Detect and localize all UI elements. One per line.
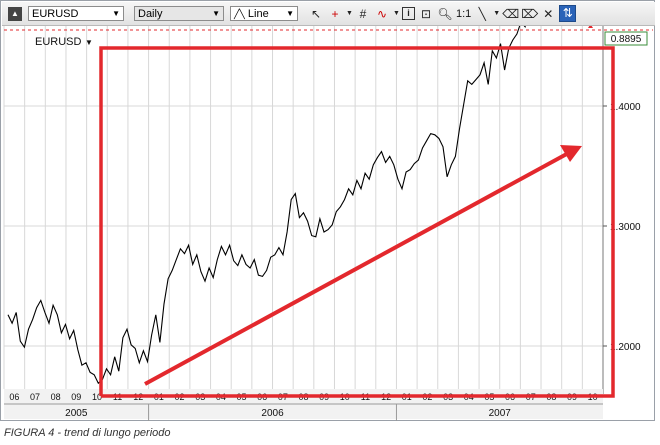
close-chart-icon[interactable]: ✕ xyxy=(543,6,554,21)
line-style-icon: ╱╲ xyxy=(234,8,245,19)
y-tick-label: 1.3000 xyxy=(610,222,641,233)
chevron-down-icon: ▼ xyxy=(286,9,294,18)
symbol-select-value: EURUSD xyxy=(32,7,79,20)
period-select-value: Daily xyxy=(138,7,163,20)
chart-symbol-label: EURUSD xyxy=(35,36,82,48)
y-tick-label: 1.4000 xyxy=(610,102,641,113)
chart-style-select[interactable]: ╱╲ Line ▼ xyxy=(230,6,298,21)
erase-all-icon[interactable]: ⌦ xyxy=(521,6,539,21)
year-label: 2005 xyxy=(65,408,88,419)
chevron-down-icon: ▼ xyxy=(212,9,220,18)
info-icon[interactable]: i xyxy=(402,7,415,20)
zoom-ratio-button[interactable]: 1:1 xyxy=(456,7,472,20)
grid-icon[interactable]: # xyxy=(359,6,367,21)
current-price-badge: 0.8895 xyxy=(611,34,642,45)
y-tick-label: 1.2000 xyxy=(610,342,641,353)
annotation-layer xyxy=(99,46,615,398)
trendline-icon[interactable]: ╲ xyxy=(478,6,486,21)
dropdown-arrow-icon[interactable]: ▼ xyxy=(493,9,501,17)
month-label: 10 xyxy=(92,392,102,402)
toolbar: ▲ EURUSD ▼ Daily ▼ ╱╲ Line ▼ ↖ + ▼ # ∿ ▼… xyxy=(2,2,655,26)
price-series-line xyxy=(7,26,526,385)
auto-scale-icon[interactable]: ⇅ xyxy=(559,5,577,22)
symbol-select[interactable]: EURUSD ▼ xyxy=(28,6,124,21)
trend-arrow-line xyxy=(144,148,575,386)
year-label: 2007 xyxy=(489,408,512,419)
month-label: 06 xyxy=(9,392,19,402)
crosshair-icon[interactable]: + xyxy=(331,6,339,21)
pointer-icon[interactable]: ↖ xyxy=(310,6,322,21)
chart-grid xyxy=(3,26,604,389)
price-chart[interactable]: EURUSD ▼ 1.4000 1.3000 1.2000 0.8895 06 07 0… xyxy=(2,26,655,421)
price-axis: 1.4000 1.3000 1.2000 xyxy=(603,102,641,353)
eraser-icon[interactable]: ⌫ xyxy=(502,6,520,21)
chart-style-label: Line xyxy=(247,7,269,20)
year-label: 2006 xyxy=(261,408,284,419)
indicator-icon[interactable]: ∿ xyxy=(376,6,388,21)
symbol-label-group[interactable]: EURUSD ▼ xyxy=(35,36,93,48)
chevron-down-icon: ▼ xyxy=(85,38,93,47)
month-label: 07 xyxy=(30,392,40,402)
dropdown-arrow-icon[interactable]: ▼ xyxy=(393,9,400,17)
chart-style-select-value: ╱╲ Line xyxy=(234,8,269,20)
chevron-down-icon: ▼ xyxy=(112,9,120,18)
annotation-icon[interactable]: ⊡ xyxy=(420,6,432,21)
annotation-rectangle xyxy=(99,46,615,398)
collapse-up-icon[interactable]: ▲ xyxy=(8,6,22,21)
chart-window: ▲ EURUSD ▼ Daily ▼ ╱╲ Line ▼ ↖ + ▼ # ∿ ▼… xyxy=(0,0,655,421)
trend-arrow-head xyxy=(560,145,582,162)
month-label: 08 xyxy=(51,392,61,402)
price-badge-box xyxy=(604,31,648,46)
dropdown-arrow-icon[interactable]: ▼ xyxy=(346,9,353,17)
month-label: 09 xyxy=(71,392,81,402)
zoom-icon[interactable]: 🔍︎ xyxy=(437,6,453,21)
period-select[interactable]: Daily ▼ xyxy=(134,6,224,21)
price-marker-icon xyxy=(588,26,593,28)
figure-caption: FIGURA 4 - trend di lungo periodo xyxy=(4,427,171,439)
